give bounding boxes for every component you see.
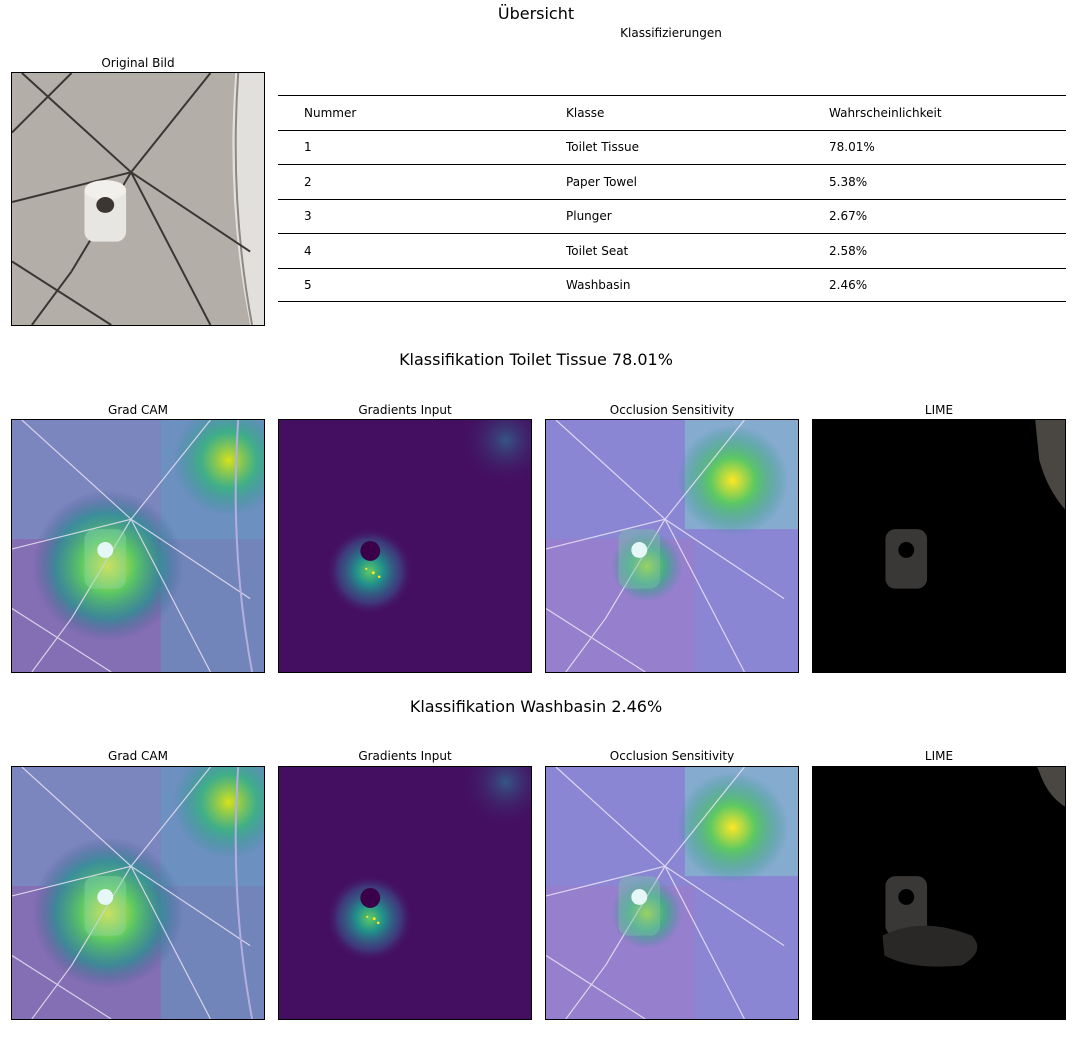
lime-explanation: [812, 419, 1066, 673]
row-probability: 78.01%: [829, 140, 875, 155]
gradcam-heatmap: [11, 766, 265, 1020]
figure-title: Übersicht: [497, 4, 575, 23]
table-row: 3 Plunger 2.67%: [278, 198, 1066, 234]
table-title: Klassifizierungen: [620, 26, 722, 40]
classification-table: Nummer Klasse Wahrscheinlichkeit 1 Toile…: [278, 95, 1066, 302]
header-nummer: Nummer: [304, 105, 357, 120]
header-klasse: Klasse: [566, 105, 605, 120]
table-row: 1 Toilet Tissue 78.01%: [278, 129, 1066, 165]
panel-title-occlusion: Occlusion Sensitivity: [609, 403, 735, 417]
row-class: Toilet Tissue: [566, 140, 639, 155]
original-image-title: Original Bild: [101, 56, 175, 70]
row-number: 3: [304, 209, 312, 224]
panel-title-gradients-input: Gradients Input: [358, 403, 452, 417]
lime-explanation: [812, 766, 1066, 1020]
header-wahrscheinlichkeit: Wahrscheinlichkeit: [829, 105, 942, 120]
panel-title-gradcam: Grad CAM: [108, 749, 168, 763]
row-class: Plunger: [566, 209, 612, 224]
table-row: 2 Paper Towel 5.38%: [278, 164, 1066, 199]
row-probability: 2.46%: [829, 277, 868, 292]
row-probability: 5.38%: [829, 174, 868, 189]
row-class: Paper Towel: [566, 174, 637, 189]
gradients-input-heatmap: [278, 766, 532, 1020]
row-class: Washbasin: [566, 277, 631, 292]
gradcam-heatmap: [11, 419, 265, 673]
row-number: 2: [304, 174, 312, 189]
table-header-row: Nummer Klasse Wahrscheinlichkeit: [278, 95, 1066, 130]
panel-title-gradients-input: Gradients Input: [358, 749, 452, 763]
table-row: 4 Toilet Seat 2.58%: [278, 233, 1066, 268]
table-row: 5 Washbasin 2.46%: [278, 267, 1066, 302]
panel-title-gradcam: Grad CAM: [108, 403, 168, 417]
row-probability: 2.58%: [829, 243, 868, 258]
row-number: 5: [304, 277, 312, 292]
row-probability: 2.67%: [829, 209, 868, 224]
row-number: 4: [304, 243, 312, 258]
panel-title-lime: LIME: [924, 403, 954, 417]
panel-title-lime: LIME: [924, 749, 954, 763]
section-title-washbasin: Klassifikation Washbasin 2.46%: [409, 697, 663, 716]
original-image: [11, 72, 265, 326]
panel-title-occlusion: Occlusion Sensitivity: [609, 749, 735, 763]
row-number: 1: [304, 140, 312, 155]
gradients-input-heatmap: [278, 419, 532, 673]
section-title-toilet-tissue: Klassifikation Toilet Tissue 78.01%: [399, 350, 673, 369]
occlusion-sensitivity-heatmap: [545, 419, 799, 673]
occlusion-sensitivity-heatmap: [545, 766, 799, 1020]
row-class: Toilet Seat: [566, 243, 629, 258]
